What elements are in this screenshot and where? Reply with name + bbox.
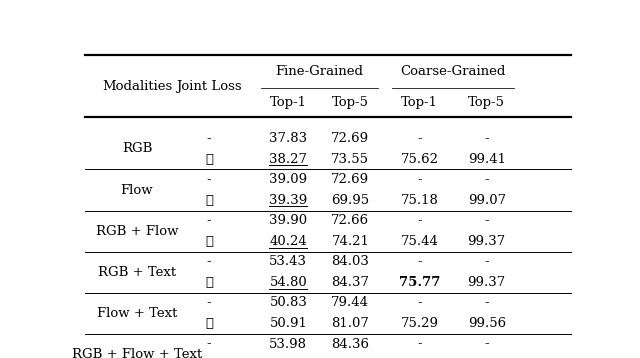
Text: RGB + Flow + Text: RGB + Flow + Text [72, 348, 202, 358]
Text: Top-1: Top-1 [270, 96, 307, 110]
Text: 75.62: 75.62 [401, 153, 439, 166]
Text: 99.37: 99.37 [468, 276, 506, 289]
Text: 84.03: 84.03 [332, 255, 369, 268]
Text: RGB: RGB [122, 142, 152, 155]
Text: -: - [417, 296, 422, 309]
Text: 99.37: 99.37 [468, 235, 506, 248]
Text: 79.44: 79.44 [332, 296, 369, 309]
Text: -: - [484, 296, 489, 309]
Text: RGB + Flow: RGB + Flow [96, 224, 179, 238]
Text: 53.43: 53.43 [269, 255, 307, 268]
Text: 99.56: 99.56 [468, 317, 506, 330]
Text: Top-1: Top-1 [401, 96, 438, 110]
Text: 54.80: 54.80 [269, 276, 307, 289]
Text: 72.69: 72.69 [332, 173, 369, 186]
Text: 72.66: 72.66 [332, 214, 369, 227]
Text: 72.69: 72.69 [332, 132, 369, 145]
Text: 75.77: 75.77 [399, 276, 440, 289]
Text: -: - [417, 214, 422, 227]
Text: 37.83: 37.83 [269, 132, 307, 145]
Text: 81.07: 81.07 [332, 317, 369, 330]
Text: -: - [484, 255, 489, 268]
Text: 50.91: 50.91 [269, 317, 307, 330]
Text: 99.07: 99.07 [468, 194, 506, 207]
Text: 73.55: 73.55 [332, 153, 369, 166]
Text: RGB + Text: RGB + Text [98, 266, 176, 279]
Text: Flow: Flow [121, 184, 154, 197]
Text: ✓: ✓ [205, 276, 213, 289]
Text: 69.95: 69.95 [332, 194, 369, 207]
Text: 75.29: 75.29 [401, 317, 439, 330]
Text: Fine-Grained: Fine-Grained [275, 66, 364, 78]
Text: Coarse-Grained: Coarse-Grained [401, 66, 506, 78]
Text: Joint Loss: Joint Loss [176, 80, 242, 93]
Text: Modalities: Modalities [102, 80, 172, 93]
Text: 39.09: 39.09 [269, 173, 307, 186]
Text: ✓: ✓ [205, 194, 213, 207]
Text: Flow + Text: Flow + Text [97, 307, 177, 320]
Text: 84.37: 84.37 [332, 276, 369, 289]
Text: 38.27: 38.27 [269, 153, 307, 166]
Text: -: - [207, 255, 211, 268]
Text: -: - [417, 173, 422, 186]
Text: -: - [484, 132, 489, 145]
Text: Top-5: Top-5 [468, 96, 505, 110]
Text: -: - [484, 214, 489, 227]
Text: 75.18: 75.18 [401, 194, 438, 207]
Text: -: - [207, 173, 211, 186]
Text: Top-5: Top-5 [332, 96, 369, 110]
Text: -: - [207, 214, 211, 227]
Text: 74.21: 74.21 [332, 235, 369, 248]
Text: ✓: ✓ [205, 317, 213, 330]
Text: -: - [207, 132, 211, 145]
Text: 53.98: 53.98 [269, 338, 307, 350]
Text: -: - [417, 255, 422, 268]
Text: -: - [417, 338, 422, 350]
Text: -: - [484, 173, 489, 186]
Text: 50.83: 50.83 [269, 296, 307, 309]
Text: 39.90: 39.90 [269, 214, 307, 227]
Text: -: - [417, 132, 422, 145]
Text: -: - [207, 338, 211, 350]
Text: 75.44: 75.44 [401, 235, 438, 248]
Text: 84.36: 84.36 [332, 338, 369, 350]
Text: 39.39: 39.39 [269, 194, 307, 207]
Text: -: - [484, 338, 489, 350]
Text: -: - [207, 296, 211, 309]
Text: ✓: ✓ [205, 153, 213, 166]
Text: 99.41: 99.41 [468, 153, 506, 166]
Text: ✓: ✓ [205, 235, 213, 248]
Text: 40.24: 40.24 [269, 235, 307, 248]
